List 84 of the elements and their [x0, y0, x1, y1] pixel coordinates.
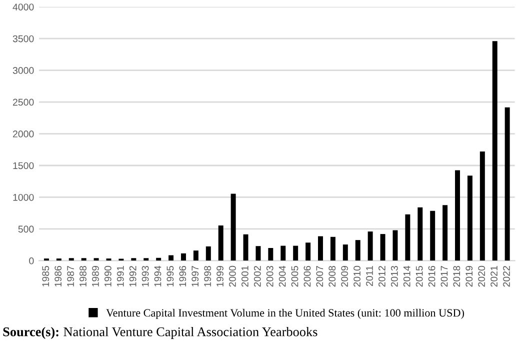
bar: [418, 207, 423, 261]
x-tick-label: 2000: [229, 266, 236, 287]
x-tick-label: 2016: [428, 266, 436, 287]
x-tick-label: 2008: [328, 266, 336, 287]
bar: [467, 176, 472, 261]
y-tick-label: 0: [29, 257, 34, 264]
bar: [405, 214, 410, 261]
bar: [504, 107, 510, 261]
x-tick-label: 1985: [42, 266, 50, 286]
bar: [442, 205, 448, 261]
x-tick-label: 2011: [366, 266, 373, 286]
x-tick-label: 2013: [390, 266, 398, 287]
bar: [44, 258, 49, 261]
legend-label: Venture Capital Investment Volume in the United States (unit: 100 million USD): [106, 308, 464, 319]
bar: [68, 258, 74, 261]
bar: [430, 210, 436, 261]
x-tick-label: 1987: [67, 266, 74, 286]
x-tick-label: 2001: [241, 266, 248, 287]
bar: [355, 240, 360, 261]
x-tick-label: 1990: [104, 266, 112, 286]
x-tick-label: 2007: [316, 266, 324, 287]
x-tick-label: 2018: [453, 266, 460, 287]
bar: [455, 170, 460, 261]
bar: [280, 246, 286, 261]
y-tick-label: 3000: [12, 67, 34, 74]
source-note: Source(s): National Venture Capital Association Yearbooks: [3, 326, 318, 339]
y-tick-label: 3500: [12, 35, 34, 42]
bar: [268, 248, 274, 261]
bar: [256, 246, 261, 261]
x-tick-label: 2004: [278, 266, 286, 287]
x-tick-label: 2020: [478, 266, 486, 287]
x-tick-label: 1986: [54, 266, 62, 286]
bar: [318, 236, 323, 261]
x-tick-label: 2006: [304, 266, 311, 287]
x-tick-label: 1989: [92, 266, 99, 286]
bar: [94, 258, 99, 261]
x-tick-label: 2002: [254, 266, 261, 287]
bar: [180, 253, 186, 261]
x-tick-label: 1988: [80, 266, 86, 286]
bar: [168, 255, 174, 261]
y-tick-label: 2000: [13, 130, 34, 138]
x-tick-label: 1998: [204, 266, 212, 286]
bar: [380, 234, 386, 261]
x-tick-label: 1991: [116, 266, 124, 286]
x-tick-label: 2022: [503, 266, 510, 287]
bar: [368, 231, 373, 261]
x-tick-label: 2010: [354, 266, 360, 287]
x-tick-label: 2009: [341, 266, 348, 287]
x-tick-label: 1999: [216, 266, 224, 286]
bar: [193, 250, 198, 261]
x-tick-label: 1993: [142, 266, 149, 286]
bar: [330, 236, 336, 261]
bar: [56, 258, 62, 261]
bar: [218, 225, 224, 261]
bar: [144, 258, 149, 261]
bar: [206, 246, 211, 261]
bar: [230, 194, 236, 261]
x-tick-label: 1992: [129, 266, 136, 286]
y-tick-label: 1500: [13, 162, 34, 170]
y-tick-label: 4000: [12, 4, 34, 10]
bar: [131, 258, 136, 261]
x-tick-label: 2012: [378, 266, 386, 287]
x-tick-label: 1995: [166, 266, 174, 286]
bar: [293, 246, 298, 261]
x-tick-label: 2014: [403, 266, 410, 287]
bar: [81, 258, 86, 261]
bar: [243, 234, 248, 261]
y-tick-label: 1000: [13, 194, 34, 201]
x-tick-label: 2017: [440, 266, 448, 287]
y-tick-label: 2500: [13, 98, 34, 106]
bar: [342, 244, 348, 261]
bar: [306, 242, 311, 261]
x-tick-label: 1997: [192, 266, 199, 286]
bar: [480, 152, 485, 261]
x-tick-label: 1996: [179, 266, 186, 286]
bar: [392, 230, 398, 261]
x-tick-label: 1994: [154, 266, 162, 286]
x-tick-label: 2015: [416, 266, 423, 287]
y-tick-label: 500: [18, 226, 34, 233]
x-tick-label: 2021: [490, 266, 498, 287]
x-tick-label: 2019: [466, 266, 473, 287]
x-tick-label: 2003: [266, 266, 274, 287]
x-tick-label: 2005: [291, 266, 298, 287]
bar: [492, 41, 498, 261]
